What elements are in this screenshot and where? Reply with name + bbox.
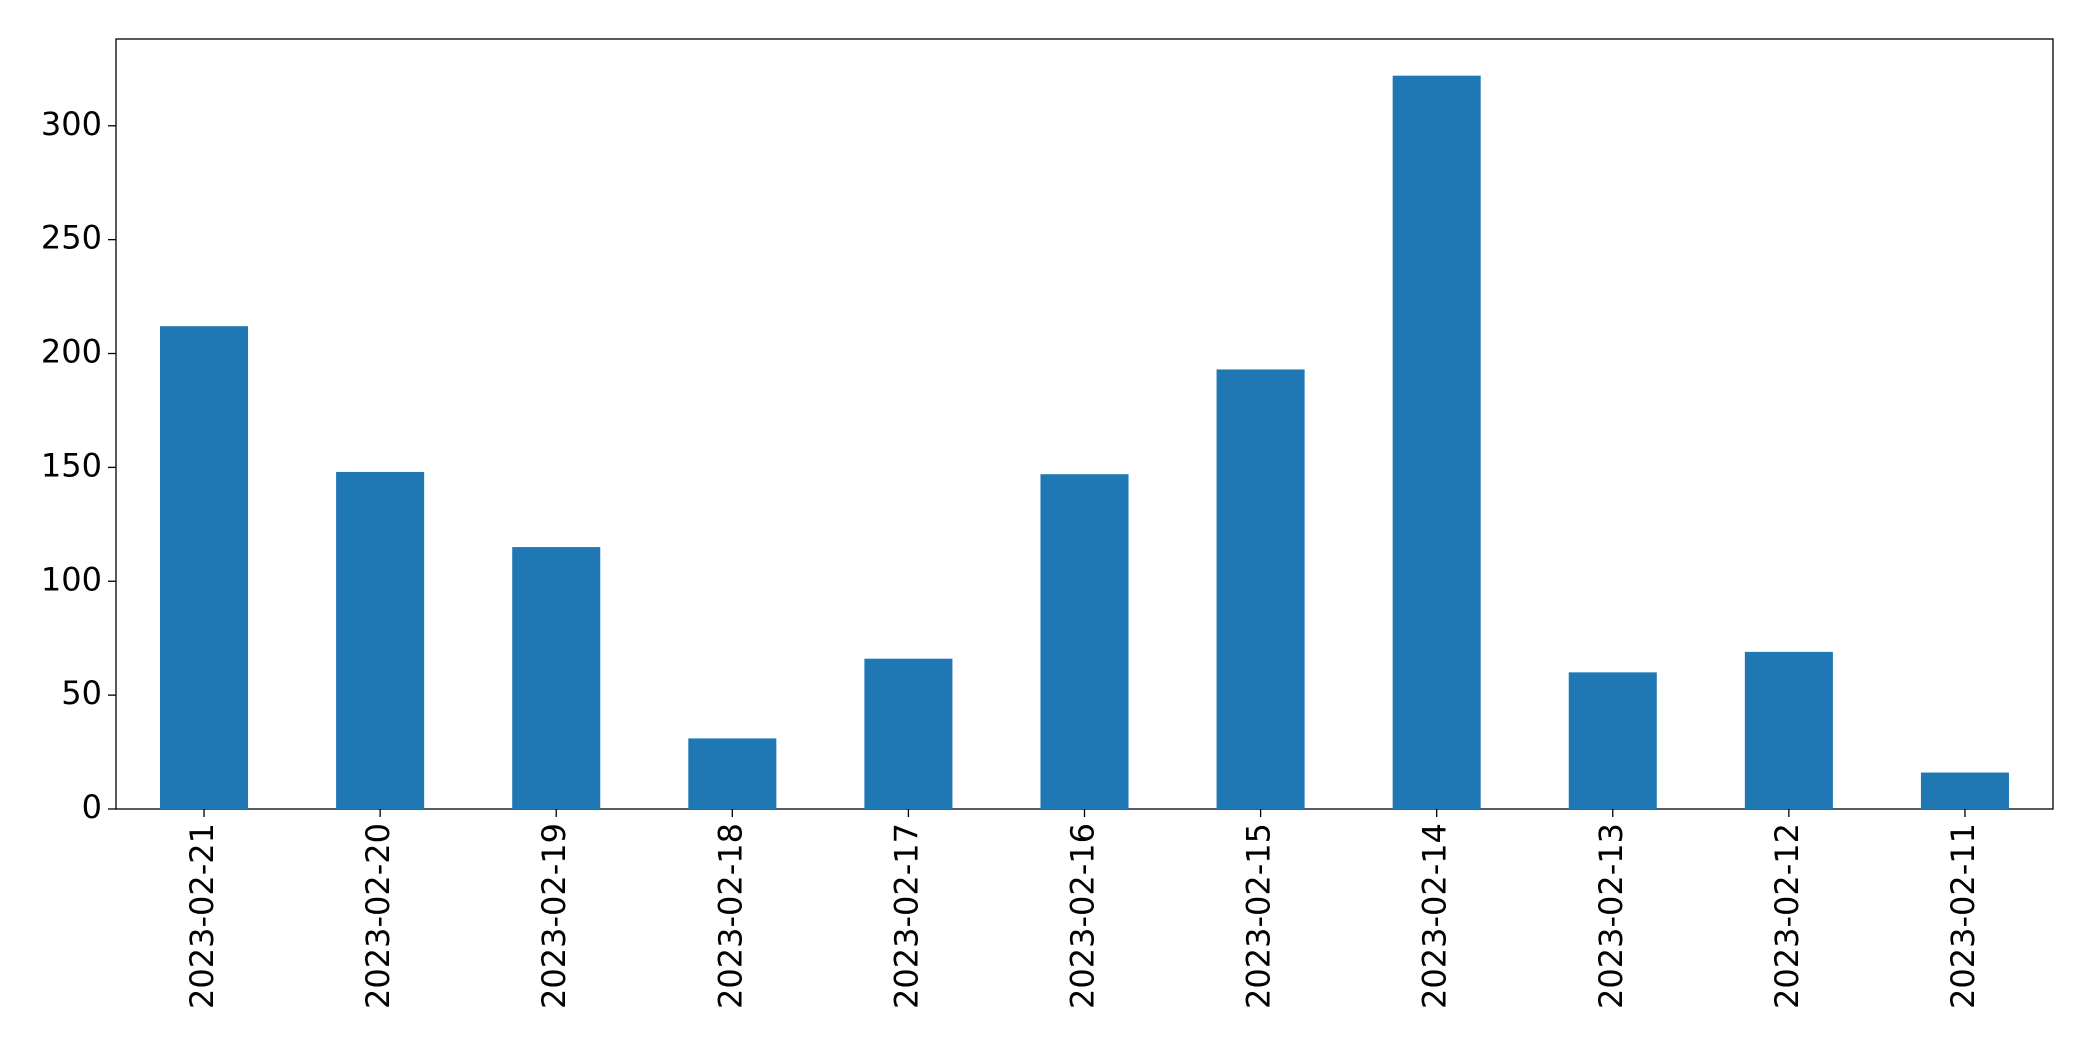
bar [160, 326, 249, 809]
bar [1216, 369, 1305, 809]
y-tick-label: 300 [41, 105, 102, 143]
y-tick-label: 50 [61, 674, 102, 712]
x-tick-label: 2023-02-16 [1064, 823, 1102, 1009]
bar [688, 738, 777, 809]
x-tick-label: 2023-02-15 [1240, 823, 1278, 1009]
y-tick-label: 150 [41, 446, 102, 484]
x-tick-label: 2023-02-21 [183, 823, 221, 1009]
bar [864, 658, 953, 809]
bar [1040, 474, 1129, 809]
bar [1744, 651, 1833, 809]
y-tick-label: 100 [41, 560, 102, 598]
bar [1392, 75, 1481, 809]
x-tick-label: 2023-02-11 [1944, 823, 1982, 1009]
y-tick-label: 250 [41, 219, 102, 257]
x-tick-label: 2023-02-14 [1416, 823, 1454, 1009]
bar [512, 547, 601, 809]
bar [1568, 672, 1657, 809]
x-tick-label: 2023-02-18 [711, 823, 749, 1009]
y-tick-label: 200 [41, 333, 102, 371]
x-tick-label: 2023-02-12 [1768, 823, 1806, 1009]
x-tick-label: 2023-02-13 [1592, 823, 1630, 1009]
x-tick-label: 2023-02-19 [535, 823, 573, 1009]
bar [336, 471, 425, 809]
x-tick-label: 2023-02-17 [887, 823, 925, 1009]
bar [1920, 772, 2009, 809]
x-tick-label: 2023-02-20 [359, 823, 397, 1009]
y-tick-label: 0 [82, 788, 102, 826]
